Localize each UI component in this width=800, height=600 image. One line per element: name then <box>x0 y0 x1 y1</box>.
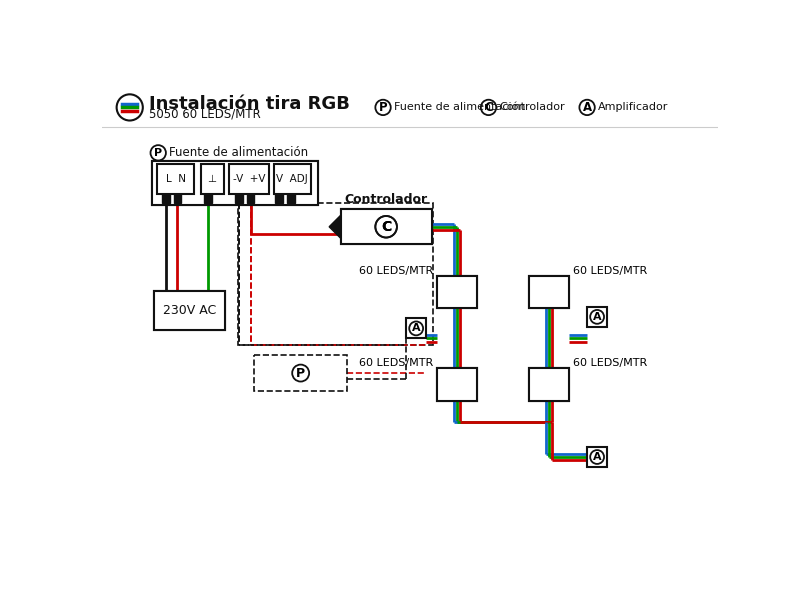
Bar <box>437 368 477 401</box>
Bar <box>205 194 212 203</box>
Bar <box>158 164 194 194</box>
Text: 5050 60 LEDS/MTR: 5050 60 LEDS/MTR <box>149 107 261 120</box>
Text: 230V AC: 230V AC <box>163 304 217 317</box>
Bar <box>235 194 243 203</box>
Text: L  N: L N <box>166 174 186 184</box>
Text: Fuente de alimentación: Fuente de alimentación <box>394 103 526 112</box>
Text: A: A <box>412 323 421 334</box>
Text: P: P <box>296 367 306 380</box>
Bar <box>229 164 269 194</box>
Bar <box>341 209 431 244</box>
Text: C: C <box>381 220 391 234</box>
Bar <box>275 194 283 203</box>
Bar <box>274 164 310 194</box>
Text: P: P <box>154 148 162 158</box>
Text: C: C <box>484 101 493 114</box>
Text: 230V AC: 230V AC <box>163 304 217 317</box>
Bar <box>530 368 570 401</box>
Text: Controlador: Controlador <box>499 103 565 112</box>
Polygon shape <box>329 215 341 238</box>
Bar <box>587 447 607 467</box>
Bar <box>587 307 607 327</box>
Bar <box>154 292 226 330</box>
Bar <box>437 368 477 401</box>
Text: 60 LEDS/MTR: 60 LEDS/MTR <box>574 266 647 275</box>
Text: -V  +V: -V +V <box>233 174 266 184</box>
Text: 60 LEDS/MTR: 60 LEDS/MTR <box>359 358 433 368</box>
Bar <box>437 276 477 308</box>
Bar <box>162 194 170 203</box>
Bar <box>341 209 431 244</box>
Text: A: A <box>582 101 592 114</box>
Text: 60 LEDS/MTR: 60 LEDS/MTR <box>359 266 433 275</box>
Bar <box>287 194 294 203</box>
Text: V  ADJ: V ADJ <box>276 174 308 184</box>
Text: V  ADJ: V ADJ <box>276 174 308 184</box>
Bar <box>154 292 226 330</box>
Bar <box>406 319 426 338</box>
Text: ⊥: ⊥ <box>208 174 217 184</box>
Bar <box>238 203 433 346</box>
Text: Instalación tira RGB: Instalación tira RGB <box>149 95 350 113</box>
Bar <box>246 194 254 203</box>
Bar <box>229 164 269 194</box>
Text: L  N: L N <box>166 174 186 184</box>
Bar <box>246 194 254 203</box>
Bar <box>152 161 318 205</box>
Bar <box>287 194 294 203</box>
Bar <box>254 355 347 391</box>
Bar <box>275 194 283 203</box>
Text: -V  +V: -V +V <box>233 174 266 184</box>
Bar <box>162 194 170 203</box>
Text: ⊥: ⊥ <box>208 174 217 184</box>
Bar <box>437 276 477 308</box>
Bar <box>530 276 570 308</box>
Bar <box>152 161 318 205</box>
Bar <box>174 194 182 203</box>
Text: Controlador: Controlador <box>345 193 428 206</box>
Text: Fuente de alimentación: Fuente de alimentación <box>169 146 308 160</box>
Bar <box>205 194 212 203</box>
Text: P: P <box>378 101 387 114</box>
Text: A: A <box>593 452 602 462</box>
Text: C: C <box>381 220 391 234</box>
Bar <box>274 164 310 194</box>
Bar <box>201 164 224 194</box>
Bar <box>530 276 570 308</box>
Bar <box>158 164 194 194</box>
Text: 60 LEDS/MTR: 60 LEDS/MTR <box>574 358 647 368</box>
Bar <box>235 194 243 203</box>
Bar <box>530 368 570 401</box>
Text: A: A <box>593 312 602 322</box>
Bar <box>201 164 224 194</box>
Bar <box>174 194 182 203</box>
Text: Amplificador: Amplificador <box>598 103 668 112</box>
